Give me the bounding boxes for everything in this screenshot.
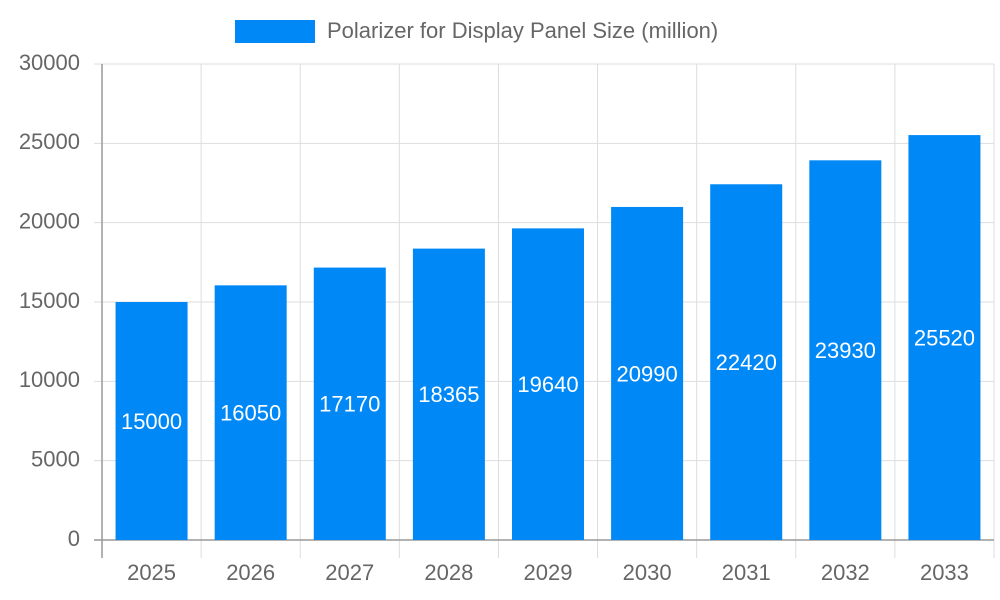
bar	[908, 135, 981, 540]
legend-swatch[interactable]	[235, 20, 315, 43]
bar	[512, 228, 584, 540]
x-tick-label: 2030	[623, 560, 672, 585]
x-tick-label: 2032	[821, 560, 870, 585]
x-tick-label: 2031	[722, 560, 771, 585]
bar	[710, 184, 783, 540]
value-label: 22420	[716, 350, 777, 375]
x-tick-label: 2033	[920, 560, 969, 585]
y-tick-label: 20000	[19, 208, 80, 233]
bar	[313, 267, 386, 540]
y-tick-label: 10000	[19, 367, 80, 392]
x-tick-label: 2025	[127, 560, 176, 585]
bar	[809, 160, 882, 540]
value-label: 17170	[319, 392, 380, 417]
y-tick-label: 5000	[31, 446, 80, 471]
x-tick-label: 2027	[325, 560, 374, 585]
x-tick-label: 2029	[524, 560, 573, 585]
bar	[115, 302, 188, 540]
x-tick-label: 2026	[226, 560, 275, 585]
bar	[214, 285, 287, 540]
value-label: 23930	[815, 338, 876, 363]
y-tick-label: 30000	[19, 50, 80, 75]
value-label: 16050	[220, 400, 281, 425]
value-label: 20990	[617, 361, 678, 386]
x-tick-label: 2028	[424, 560, 473, 585]
legend-label[interactable]: Polarizer for Display Panel Size (millio…	[327, 18, 718, 43]
bar	[412, 248, 485, 540]
value-label: 15000	[121, 409, 182, 434]
y-tick-label: 0	[68, 526, 80, 551]
bar	[611, 206, 684, 540]
y-tick-label: 25000	[19, 129, 80, 154]
y-tick-label: 15000	[19, 288, 80, 313]
value-label: 25520	[914, 325, 975, 350]
value-label: 18365	[418, 382, 479, 407]
value-label: 19640	[517, 372, 578, 397]
